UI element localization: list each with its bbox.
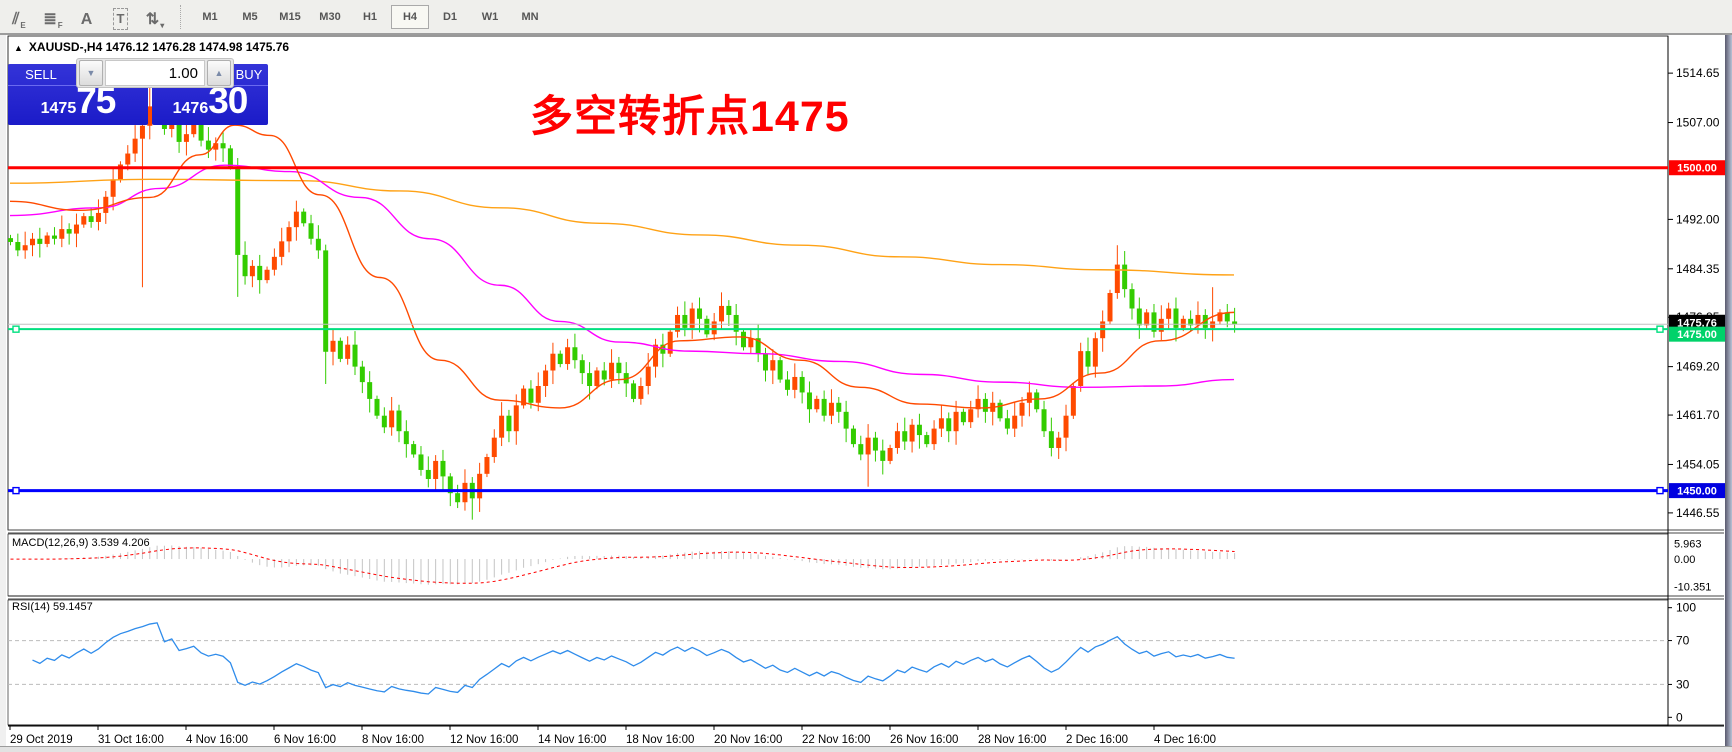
price-tick-label: 1484.35 (1676, 262, 1720, 276)
time-tick-label: 6 Nov 16:00 (274, 734, 336, 746)
svg-text:1475.00: 1475.00 (1677, 329, 1717, 341)
svg-text:1475.76: 1475.76 (1677, 317, 1717, 329)
time-tick-label: 4 Dec 16:00 (1154, 734, 1216, 746)
macd-scale-label: 0.00 (1674, 554, 1695, 566)
price-tick-label: 1507.00 (1676, 116, 1720, 130)
hline-1450.00[interactable] (8, 486, 1668, 495)
time-tick-label: 12 Nov 16:00 (450, 734, 518, 746)
ma-mid-magenta (9, 164, 1235, 388)
buy-button-label: BUY (235, 67, 263, 82)
macd-scale-label: -10.351 (1674, 581, 1711, 593)
macd-scale: 5.963 0.00 -10.351 (1674, 538, 1711, 593)
time-tick-label: 29 Oct 2019 (10, 734, 73, 746)
time-tick-label: 8 Nov 16:00 (362, 734, 424, 746)
rsi-label: RSI(14) 59.1457 (12, 601, 93, 613)
macd-label: MACD(12,26,9) 3.539 4.206 (12, 537, 150, 549)
rsi-scale-label: 70 (1676, 634, 1690, 648)
text-tool-icon[interactable]: T (106, 4, 136, 30)
volume-increase-button[interactable]: ▲ (207, 60, 231, 86)
timeframe-group: M1 M5 M15 M30 H1 H4 D1 W1 MN (190, 4, 550, 29)
svg-text:1450.00: 1450.00 (1677, 486, 1717, 498)
tf-button-h1[interactable]: H1 (362, 10, 378, 23)
time-tick-label: 2 Dec 16:00 (1066, 734, 1128, 746)
tf-button-m30[interactable]: M30 (319, 10, 341, 23)
sell-price-small: 1475 (40, 100, 77, 117)
tf-button-h4[interactable]: H4 (391, 4, 429, 29)
price-tick-label: 1446.55 (1676, 506, 1720, 520)
window-right-edge (1725, 35, 1732, 752)
volume-decrease-button[interactable]: ▼ (79, 60, 103, 86)
price-tick-label: 1469.20 (1676, 360, 1720, 374)
macd-signal-line (10, 547, 1235, 584)
price-badge-1450: 1450.00 (1669, 483, 1725, 499)
chart-text-annotation[interactable]: 多空转折点1475 (530, 93, 850, 141)
down-arrow-icon: ▼ (86, 68, 96, 78)
tf-button-m15[interactable]: M15 (279, 10, 301, 23)
hline-1475.00[interactable] (8, 325, 1668, 333)
volume-input[interactable]: 1.00 (105, 60, 205, 86)
price-tick-label: 1514.65 (1676, 66, 1720, 80)
rsi-levels (8, 640, 1668, 685)
price-axis: 1514.651507.001492.001484.351476.851469.… (1668, 66, 1720, 520)
rsi-scale: 100 70 30 0 (1668, 601, 1696, 724)
time-tick-label: 26 Nov 16:00 (890, 734, 958, 746)
time-tick-label: 4 Nov 16:00 (186, 734, 248, 746)
time-tick-label: 20 Nov 16:00 (714, 734, 782, 746)
toolbar-separator (180, 4, 182, 29)
tf-button-m1[interactable]: M1 (202, 10, 218, 23)
time-tick-label: 31 Oct 16:00 (98, 734, 164, 746)
arrows-tool-icon[interactable]: ⇅ ▾ (145, 10, 165, 30)
price-badge-1500: 1500.00 (1669, 160, 1725, 176)
chart-title-text: XAUUSD-,H4 1476.12 1476.28 1474.98 1475.… (28, 40, 290, 54)
equidistant-channel-icon[interactable]: ⫽ E (12, 10, 26, 30)
time-axis: 29 Oct 2019 31 Oct 16:00 4 Nov 16:00 6 Nov … (9, 726, 1216, 746)
time-tick-label: 18 Nov 16:00 (626, 734, 694, 746)
time-tick-label: 22 Nov 16:00 (802, 734, 870, 746)
collapse-arrow-icon[interactable]: ▲ (14, 43, 23, 53)
one-click-trade-panel: SELL 147575 BUY 147630 ▼ 1.00 ▲ (8, 58, 268, 125)
fibonacci-retracement-icon[interactable]: ≣ F (43, 10, 63, 30)
macd-scale-label: 5.963 (1674, 538, 1702, 550)
toolbar: ⫽ E ≣ F A T ⇅ ▾ M1 M5 M15 M30 H1 H4 D1 W1 MN (0, 0, 1732, 35)
price-tick-label: 1454.05 (1676, 457, 1720, 471)
sell-button-label: SELL (25, 67, 57, 82)
time-tick-label: 28 Nov 16:00 (978, 734, 1046, 746)
rsi-scale-label: 0 (1676, 710, 1683, 724)
text-label-icon[interactable]: A (80, 10, 93, 28)
ma-slow-orange (9, 178, 1235, 276)
price-badge-1475: 1475.00 (1669, 326, 1725, 342)
drawing-tools-group: ⫽ E ≣ F A T ⇅ ▾ (0, 4, 170, 30)
macd-histogram (17, 545, 1236, 585)
price-tick-label: 1492.00 (1676, 212, 1720, 226)
volume-spinner: ▼ 1.00 ▲ (76, 58, 234, 88)
chart-frames (6, 35, 1724, 746)
rsi-scale-label: 30 (1676, 677, 1690, 691)
tf-button-d1[interactable]: D1 (442, 10, 458, 23)
ma-fast-red (9, 124, 1235, 409)
tf-button-w1[interactable]: W1 (481, 10, 499, 23)
chart-title: ▲ XAUUSD-,H4 1476.12 1476.28 1474.98 1475… (14, 40, 289, 54)
rsi-line (32, 622, 1235, 695)
current-price-badge: 1475.76 (1669, 314, 1725, 330)
price-tick-label: 1461.70 (1676, 408, 1720, 422)
tf-button-m5[interactable]: M5 (242, 10, 258, 23)
tf-button-mn[interactable]: MN (521, 10, 539, 23)
svg-text:1500.00: 1500.00 (1677, 163, 1717, 175)
window-bottom-edge (0, 746, 1732, 752)
rsi-scale-label: 100 (1676, 601, 1696, 615)
up-arrow-icon: ▲ (214, 68, 224, 78)
buy-price-small: 1476 (172, 100, 209, 117)
time-tick-label: 14 Nov 16:00 (538, 734, 606, 746)
